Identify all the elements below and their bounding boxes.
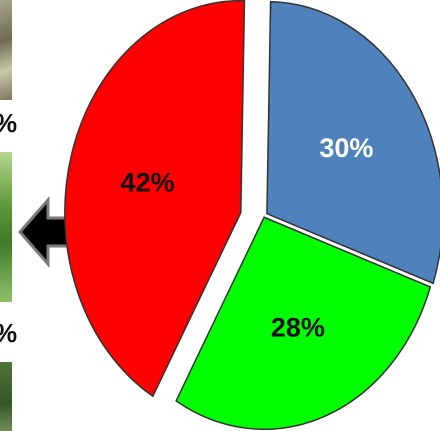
- pie-slice-1: [266, 0, 440, 285]
- photo-middle: [0, 152, 12, 302]
- slice-label-2: 28%: [271, 313, 325, 343]
- pie-slice-3: [64, 0, 246, 398]
- photo-top: [0, 0, 12, 100]
- slice-label-3: 42%: [121, 167, 175, 197]
- pie-slice-2: [175, 216, 432, 430]
- slice-label-1: 30%: [319, 133, 373, 163]
- left-percent-label-top: %: [0, 108, 17, 139]
- left-percent-label-bottom: %: [0, 318, 17, 349]
- photo-bottom: [0, 362, 12, 431]
